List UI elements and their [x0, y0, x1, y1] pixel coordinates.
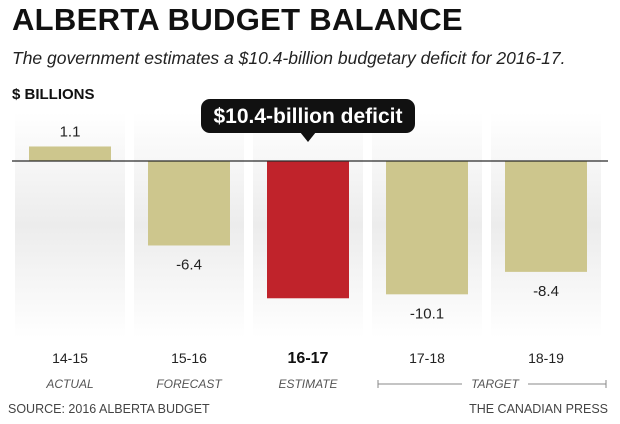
chart-title: ALBERTA BUDGET BALANCE: [12, 2, 463, 37]
callout-pointer: [300, 132, 316, 142]
category-label: 18-19: [528, 350, 564, 366]
value-label: -6.4: [176, 256, 202, 273]
column-background: [15, 112, 125, 338]
phase-label: ESTIMATE: [278, 377, 338, 391]
category-label: 14-15: [52, 350, 88, 366]
value-label: -10.1: [410, 305, 444, 322]
credit-note: THE CANADIAN PRESS: [469, 402, 608, 416]
bar-16-17: [267, 161, 349, 299]
value-label: -8.4: [533, 283, 559, 300]
bar-15-16: [148, 161, 230, 246]
phase-label: ACTUAL: [45, 377, 93, 391]
callout-text: $10.4-billion deficit: [213, 105, 402, 128]
bar-14-15: [29, 146, 111, 161]
bar-18-19: [505, 161, 587, 272]
bar-17-18: [386, 161, 468, 295]
value-label: 1.1: [60, 123, 81, 140]
phase-label: FORECAST: [156, 377, 223, 391]
category-label: 15-16: [171, 350, 207, 366]
callout-box: [201, 99, 415, 133]
category-label: 16-17: [288, 350, 329, 367]
source-note: SOURCE: 2016 ALBERTA BUDGET: [8, 402, 210, 416]
category-label: 17-18: [409, 350, 445, 366]
phase-label-target: TARGET: [471, 377, 520, 391]
y-axis-unit-label: $ BILLIONS: [12, 86, 95, 103]
chart-subtitle: The government estimates a $10.4-billion…: [12, 48, 566, 68]
